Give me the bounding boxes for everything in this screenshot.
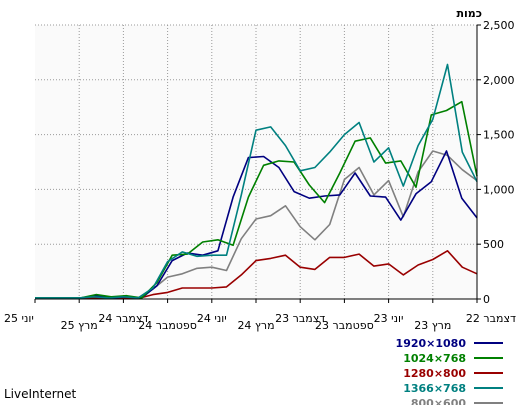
series-line-4: [35, 63, 478, 299]
y-tick-label: 500: [483, 238, 504, 251]
y-tick-label: 2,500: [483, 19, 515, 32]
legend-label: 1366×768: [403, 382, 466, 395]
y-tick-label: 2,000: [483, 74, 515, 87]
y-tick-label: 1,000: [483, 183, 515, 196]
legend-label: 800×600: [411, 397, 466, 405]
series-group: [35, 63, 478, 300]
y-tick-labels: 0 500 1,000 1,500 2,000 2,500: [477, 19, 515, 306]
x-tick-label: ספטמבר 23: [315, 319, 374, 332]
legend-label: 1280×800: [403, 367, 466, 380]
x-tick-label: מרץ 25: [61, 319, 98, 332]
x-tick-label: דצמבר 22: [466, 312, 516, 325]
y-tick-label: 1,500: [483, 129, 515, 142]
series-line-2: [35, 100, 478, 299]
plot-area: [35, 25, 477, 299]
x-tick-label: מרץ 23: [414, 319, 451, 332]
legend: 1920×1080 1024×768 1280×800 1366×768 800×600: [396, 337, 503, 405]
x-tick-label: מרץ 24: [237, 319, 274, 332]
y-axis-title: כמות: [457, 7, 482, 20]
x-tick-label: יוני 24: [197, 312, 227, 325]
x-tick-label: דצמבר 23: [275, 312, 325, 325]
x-tick-label: יוני 25: [4, 312, 34, 325]
x-tick-label: ספטמבר 24: [138, 319, 197, 332]
y-tick-label: 0: [483, 293, 490, 306]
brand-label: LiveInternet: [4, 387, 76, 401]
x-tick-label: יוני 23: [374, 312, 404, 325]
legend-label: 1024×768: [403, 352, 466, 365]
x-tick-label: דצמבר 24: [98, 312, 148, 325]
legend-label: 1920×1080: [396, 337, 467, 350]
